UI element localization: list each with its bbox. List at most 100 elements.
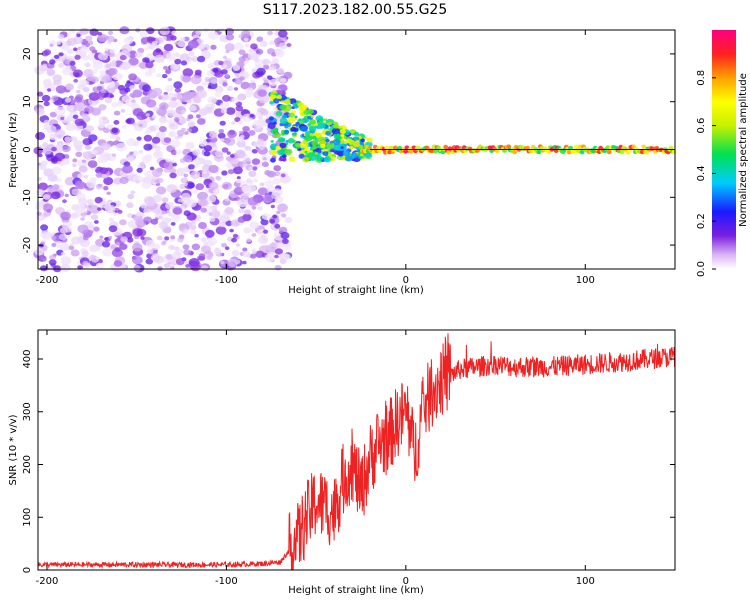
heatmap-cell: [237, 216, 246, 223]
heatmap-cell: [108, 82, 116, 88]
heatmap-cell: [184, 56, 193, 62]
heatmap-cell: [262, 58, 271, 66]
heatmap-cell: [671, 149, 677, 155]
heatmap-cell: [54, 106, 66, 116]
heatmap-cell: [155, 37, 163, 44]
heatmap-cell: [217, 132, 226, 139]
heatmap-cell: [191, 219, 197, 224]
heatmap-cell: [119, 219, 127, 226]
heatmap-cell: [52, 96, 59, 101]
heatmap-cell: [92, 61, 103, 70]
heatmap-cell: [60, 263, 71, 272]
heatmap-cell: [366, 137, 373, 143]
heatmap-cell: [104, 237, 109, 241]
heatmap-cell: [257, 89, 268, 97]
heatmap-cell: [170, 139, 181, 148]
heatmap-cell: [349, 145, 354, 150]
heatmap-cell: [292, 102, 297, 106]
heatmap-cell: [103, 177, 114, 185]
heatmap-cell: [165, 253, 173, 260]
heatmap-cell: [197, 198, 207, 207]
heatmap-cell: [61, 145, 71, 153]
heatmap-cell: [300, 125, 308, 132]
heatmap-cell: [291, 110, 296, 114]
heatmap-cell: [207, 31, 219, 40]
heatmap-cell: [171, 30, 178, 36]
heatmap-cell: [283, 253, 291, 260]
heatmap-cell: [211, 209, 221, 218]
heatmap-cell: [197, 191, 209, 201]
heatmap-cell: [61, 158, 70, 165]
heatmap-cell: [279, 142, 287, 149]
spectrogram-y-tick-label: -10: [22, 189, 33, 205]
heatmap-cell: [182, 68, 194, 77]
heatmap-cell: [111, 248, 123, 258]
heatmap-cell: [132, 89, 143, 98]
heatmap-cell: [86, 199, 94, 205]
heatmap-cell: [286, 43, 292, 47]
heatmap-cell: [61, 44, 70, 51]
heatmap-cell: [348, 139, 355, 145]
heatmap-cell: [243, 227, 252, 234]
heatmap-cell: [253, 178, 258, 183]
heatmap-cell: [224, 246, 230, 250]
heatmap-cell: [180, 98, 185, 103]
heatmap-cell: [138, 150, 144, 154]
heatmap-cell: [129, 85, 137, 91]
heatmap-cell: [212, 67, 219, 73]
spectrogram-y-tick-label: 20: [22, 48, 33, 61]
heatmap-cell: [178, 117, 188, 125]
heatmap-cell: [190, 229, 197, 235]
heatmap-cell: [43, 101, 50, 107]
heatmap-cell: [318, 122, 326, 129]
heatmap-cell: [76, 207, 85, 214]
heatmap-cell: [298, 105, 306, 112]
heatmap-cell: [327, 152, 333, 157]
heatmap-cell: [149, 166, 155, 171]
heatmap-cell: [230, 154, 235, 158]
heatmap-cell: [129, 151, 134, 155]
heatmap-cell: [104, 97, 113, 104]
snr-y-tick-label: 100: [22, 508, 33, 527]
heatmap-cell: [353, 138, 357, 141]
heatmap-cell: [211, 79, 217, 85]
heatmap-cell: [34, 66, 45, 75]
heatmap-cell: [132, 255, 143, 265]
heatmap-cell: [243, 209, 251, 215]
heatmap-cell: [332, 138, 341, 145]
heatmap-cell: [246, 238, 252, 243]
heatmap-cell: [36, 211, 42, 216]
heatmap-cell: [70, 236, 82, 245]
heatmap-cell: [225, 107, 236, 115]
heatmap-cell: [273, 129, 278, 133]
heatmap-cell: [165, 158, 171, 163]
heatmap-cell: [536, 149, 542, 155]
heatmap-cell: [287, 138, 295, 144]
heatmap-cell: [250, 79, 256, 84]
heatmap-cell: [121, 125, 127, 129]
heatmap-cell: [136, 136, 142, 141]
heatmap-cell: [109, 48, 116, 54]
heatmap-cell: [145, 197, 156, 207]
heatmap-cell: [196, 89, 207, 99]
heatmap-cell: [238, 130, 244, 135]
heatmap-cell: [183, 173, 189, 178]
heatmap-cell: [183, 249, 192, 256]
heatmap-cell: [167, 110, 176, 117]
heatmap-cell: [251, 205, 257, 210]
heatmap-cell: [573, 144, 579, 149]
heatmap-cell: [163, 65, 169, 70]
heatmap-cell: [101, 75, 112, 84]
heatmap-cell: [262, 157, 267, 161]
heatmap-cell: [273, 98, 280, 104]
heatmap-cell: [132, 108, 144, 117]
heatmap-cell: [190, 75, 202, 85]
heatmap-cell: [85, 35, 93, 42]
heatmap-cell: [333, 124, 339, 129]
heatmap-cell: [46, 208, 52, 213]
heatmap-cell: [88, 244, 99, 253]
heatmap-cell: [62, 199, 67, 204]
spectrogram-y-tick-label: 10: [22, 95, 33, 108]
heatmap-cell: [46, 78, 51, 82]
